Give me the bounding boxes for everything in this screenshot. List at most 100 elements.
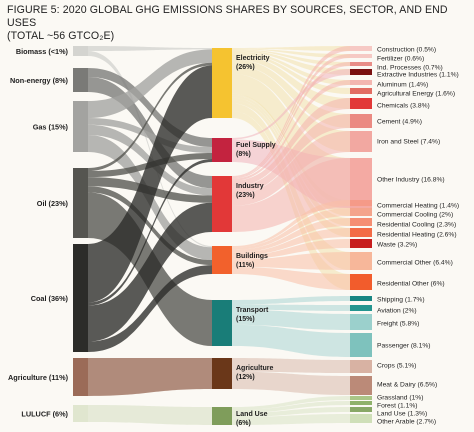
sector-label-electricity: Electricity [236, 55, 270, 62]
source-label-luluc: LULUCF (6%) [21, 410, 68, 419]
sector-to-enduse-flows [232, 46, 350, 425]
flow-agriculture-to-meat-dairy [232, 371, 350, 395]
flow-nonenergy-to-fuel [88, 68, 212, 147]
sector-pct-agriculture: (12%) [236, 374, 255, 381]
enduse-node-grassland [350, 396, 372, 400]
sector-node-electricity [212, 48, 232, 118]
flow-oil-to-electricity [88, 62, 212, 172]
sector-pct-industry: (23%) [236, 192, 255, 199]
sector-node-buildings [212, 246, 232, 274]
source-node-oil [73, 168, 88, 238]
sector-node-fuel [212, 138, 232, 162]
enduse-node-ind-processes [350, 62, 372, 66]
sector-label-buildings: Buildings [236, 253, 268, 260]
enduse-node-meat-dairy [350, 376, 372, 395]
source-node-agri [73, 358, 88, 396]
enduse-node-cement [350, 114, 372, 128]
flow-transport-to-freight [232, 309, 350, 330]
enduse-node-freight [350, 314, 372, 330]
sector-node-industry [212, 176, 232, 232]
flow-coal-to-industry [88, 202, 212, 342]
enduse-label-commercial-other: Commercial Other (6.4%) [377, 260, 453, 267]
flow-buildings-to-residential-cooling [232, 218, 350, 253]
enduse-node-other-arable [350, 414, 372, 423]
enduse-label-forest: Forest (1.1%) [377, 403, 418, 410]
source-label-biomass: Biomass (<1%) [16, 47, 69, 56]
enduse-node-crops [350, 360, 372, 373]
sector-pct-buildings: (11%) [236, 262, 254, 269]
sector-node-landuse [212, 407, 232, 425]
flow-industry-to-aluminum [232, 80, 350, 181]
source-label-agri: Agriculture (11%) [8, 373, 69, 382]
flow-buildings-to-commercial-cooling [232, 208, 350, 250]
enduse-label-fertilizer: Fertilizer (0.6%) [377, 56, 424, 63]
source-node-luluc [73, 405, 88, 422]
flow-oil-to-buildings [88, 186, 212, 266]
source-label-gas: Gas (15%) [33, 123, 69, 132]
flow-landuse-to-grassland [232, 396, 350, 410]
enduse-node-residential-other [350, 274, 372, 290]
source-label-nonenergy: Non-energy (8%) [10, 76, 69, 85]
enduse-node-forest [350, 401, 372, 405]
enduse-node-iron-and-steel [350, 131, 372, 152]
flow-buildings-to-commercial-other [232, 252, 350, 270]
flow-industry-to-construction [232, 46, 350, 177]
chart-labels: Biomass (<1%) Non-energy (8%) Gas (15%) Oil… [8, 47, 459, 428]
enduse-node-residential-cooling [350, 218, 372, 226]
flow-electricity-to-agricultural-energy [232, 53, 350, 94]
flow-electricity-to-chemicals [232, 54, 350, 109]
sector-label-agriculture: Agriculture [236, 365, 273, 372]
enduse-label-residential-heating: Residential Heating (2.6%) [377, 232, 457, 239]
flow-industry-to-other-industry [232, 158, 350, 232]
source-node-gas [73, 101, 88, 152]
enduse-label-chemicals: Chemicals (3.8%) [377, 103, 430, 110]
flow-transport-to-aviation [232, 304, 350, 311]
enduse-node-aluminum [350, 80, 372, 85]
flow-gas-to-fuel [88, 118, 212, 153]
flow-buildings-to-waste [232, 239, 350, 260]
flow-industry-to-ind-processes [232, 62, 350, 179]
flow-industry-to-chemicals [232, 98, 350, 187]
enduse-node-agricultural-energy [350, 88, 372, 94]
flow-buildings-to-residential-heating [232, 228, 350, 256]
figure-title-line1: FIGURE 5: 2020 GLOBAL GHG EMISSIONS SHAR… [7, 4, 448, 29]
flow-agriculture-to-crops [232, 358, 350, 373]
source-label-coal: Coal (36%) [31, 294, 69, 303]
sector-label-fuel: Fuel Supply [236, 142, 276, 149]
flow-coal-to-electricity [88, 65, 212, 303]
figure-title-line2: (TOTAL ~56 GTCO₂E) [7, 30, 115, 42]
sector-node-agriculture [212, 358, 232, 389]
flow-landuse-to-land-use [232, 407, 350, 418]
flow-buildings-to-residential-other [232, 266, 350, 290]
enduse-label-land-use: Land Use (1.3%) [377, 411, 427, 418]
flow-electricity-to-construction [232, 46, 350, 51]
enduse-label-crops: Crops (5.1%) [377, 363, 416, 370]
enduse-label-iron-and-steel: Iron and Steel (7.4%) [377, 139, 440, 146]
enduse-label-aviation: Aviation (2%) [377, 308, 417, 315]
enduse-label-meat-dairy: Meat & Dairy (6.5%) [377, 382, 437, 389]
source-to-sector-flows [88, 46, 212, 425]
flow-coal-to-fuel [88, 159, 212, 306]
enduse-label-freight: Freight (5.8%) [377, 321, 419, 328]
enduse-label-construction: Construction (0.5%) [377, 47, 436, 54]
enduse-node-residential-heating [350, 228, 372, 237]
sector-pct-fuel: (8%) [236, 151, 251, 158]
enduse-label-other-industry: Other Industry (16.8%) [377, 177, 445, 184]
enduse-node-aviation [350, 305, 372, 311]
enduse-label-ind-processes: Ind. Processes (0.7%) [377, 65, 443, 72]
enduse-node-commercial-cooling [350, 208, 372, 216]
enduse-label-residential-other: Residential Other (6%) [377, 281, 445, 288]
source-node-coal [73, 244, 88, 352]
enduse-node-construction [350, 46, 372, 51]
figure-title: FIGURE 5: 2020 GLOBAL GHG EMISSIONS SHAR… [7, 4, 467, 43]
enduse-label-other-arable: Other Arable (2.7%) [377, 419, 436, 426]
enduse-label-commercial-cooling: Commercial Cooling (2%) [377, 212, 453, 219]
enduse-node-fertilizer [350, 54, 372, 58]
sector-pct-electricity: (26%) [236, 64, 255, 71]
flow-luluc-to-landuse [88, 405, 212, 425]
flow-transport-to-passenger [232, 324, 350, 357]
sector-pct-landuse: (6%) [236, 420, 251, 427]
enduse-node-commercial-other [350, 252, 372, 270]
enduse-label-agricultural-energy: Agricultural Energy (1.6%) [377, 91, 455, 98]
